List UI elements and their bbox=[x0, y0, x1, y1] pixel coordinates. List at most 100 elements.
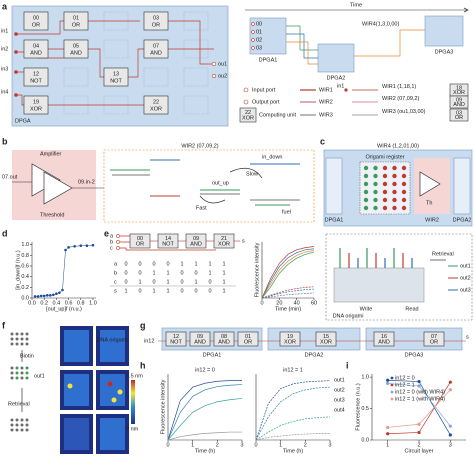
out-label: out2 bbox=[460, 275, 471, 281]
origami-dot bbox=[15, 342, 19, 346]
y-tick-label: 0.0 bbox=[361, 437, 369, 443]
register-dot bbox=[401, 181, 407, 187]
point bbox=[417, 379, 421, 384]
input-label: in12 bbox=[144, 338, 154, 344]
register-dot bbox=[382, 189, 388, 195]
input-port bbox=[14, 50, 18, 54]
input-label: a bbox=[110, 233, 114, 239]
wire-example: WIR2 (07,09,2) bbox=[382, 96, 419, 102]
origami-dot bbox=[20, 376, 24, 380]
dpga-label: DPGA2 bbox=[305, 352, 324, 358]
table-cell: 0 bbox=[152, 261, 155, 267]
origami-dot bbox=[25, 428, 29, 432]
origami-dot bbox=[15, 376, 19, 380]
legend-text: in12 = 1 (with WIR4) bbox=[395, 396, 445, 402]
register-label: Origami register bbox=[365, 154, 404, 160]
empty-slot bbox=[63, 67, 89, 87]
afm-origami bbox=[64, 330, 89, 362]
dpga-label: DPGA2 bbox=[453, 217, 472, 223]
x-axis-label: Time (min) bbox=[275, 306, 301, 312]
series-line bbox=[167, 380, 242, 441]
register-dot bbox=[392, 197, 397, 203]
input-label: in3 bbox=[1, 66, 8, 72]
gate-op: AND bbox=[378, 340, 390, 346]
port-label: 03 bbox=[256, 45, 262, 51]
computing-unit bbox=[23, 11, 49, 31]
x-tick-label: 60 bbox=[311, 300, 317, 306]
register-dot bbox=[392, 189, 397, 195]
gate-op: AND bbox=[190, 242, 202, 248]
origami-dot bbox=[15, 332, 19, 336]
gate-op: NOT bbox=[170, 340, 182, 346]
point bbox=[386, 381, 390, 386]
x-tick-label: 0.4 bbox=[53, 300, 61, 306]
y-tick-label: 0.2 bbox=[21, 285, 29, 291]
table-cell: 0 bbox=[138, 288, 141, 294]
dpga-unit bbox=[317, 43, 355, 73]
y-tick-label: 0.5 bbox=[361, 406, 369, 412]
table-cell: 0 bbox=[124, 270, 127, 276]
series-line bbox=[255, 416, 331, 441]
point bbox=[417, 430, 421, 435]
wire-name: WIR3 bbox=[319, 112, 333, 118]
origami-dot bbox=[15, 337, 19, 341]
table-cell: 0 bbox=[208, 288, 211, 294]
panel-label: i bbox=[346, 360, 349, 370]
empty-slot bbox=[103, 39, 129, 59]
gate-id: 08 bbox=[221, 334, 227, 340]
input-port bbox=[14, 70, 18, 74]
register-dot bbox=[382, 181, 388, 187]
series-line bbox=[261, 246, 315, 299]
table-cell: 1 bbox=[166, 288, 169, 294]
gate-op: AND bbox=[218, 340, 230, 346]
gate-op: NOT bbox=[110, 78, 122, 84]
table-cell: 1 bbox=[138, 279, 141, 285]
gate-id: 04 bbox=[33, 43, 39, 49]
computing-unit bbox=[63, 11, 89, 31]
wire bbox=[168, 20, 214, 65]
point bbox=[448, 388, 452, 392]
series-line bbox=[167, 398, 243, 441]
table-cell: 0 bbox=[180, 270, 183, 276]
origami-dot bbox=[25, 418, 29, 422]
table-cell: 0 bbox=[194, 288, 197, 294]
series-line bbox=[261, 250, 315, 299]
gate-op: NOT bbox=[162, 242, 174, 248]
origami-dot bbox=[25, 342, 29, 346]
table-row-label: c bbox=[114, 279, 117, 285]
origami-dot bbox=[15, 366, 19, 370]
gate-id: 15 bbox=[323, 334, 329, 340]
input-port bbox=[14, 93, 18, 97]
register-dot bbox=[392, 173, 397, 179]
time-arrowhead bbox=[463, 7, 469, 13]
computing-unit bbox=[315, 331, 337, 347]
output-label: s bbox=[242, 238, 245, 244]
wire-label: WIR2 (07,09,2) bbox=[181, 143, 218, 149]
series-line bbox=[261, 248, 315, 299]
panel-label: c bbox=[320, 136, 325, 146]
table-cell: 0 bbox=[180, 288, 183, 294]
legend-marker bbox=[390, 383, 394, 387]
gate-op: OR bbox=[455, 115, 463, 121]
register-dot bbox=[373, 181, 378, 187]
x-tick-label: 3 bbox=[328, 442, 331, 448]
wire bbox=[286, 41, 318, 65]
origami-dot bbox=[10, 423, 14, 427]
point bbox=[417, 422, 421, 426]
origami-dot bbox=[10, 332, 14, 336]
origami-dot bbox=[25, 423, 29, 427]
retrieval-label: Retrieval bbox=[432, 251, 454, 257]
gate-id: 19 bbox=[287, 334, 293, 340]
origami-dot bbox=[25, 366, 29, 370]
gate-op: AND bbox=[194, 340, 206, 346]
input-label: in2 bbox=[1, 46, 8, 52]
input-label: b bbox=[110, 239, 113, 245]
table-cell: 0 bbox=[124, 279, 127, 285]
read-label: Read bbox=[405, 306, 418, 312]
gate-op: XOR bbox=[242, 116, 254, 122]
wire bbox=[16, 20, 64, 35]
empty-slot bbox=[143, 67, 169, 87]
y-axis-label: Fluorescence intensity bbox=[160, 379, 166, 434]
origami-dot bbox=[20, 366, 24, 370]
output-label: ou2 bbox=[218, 73, 227, 79]
